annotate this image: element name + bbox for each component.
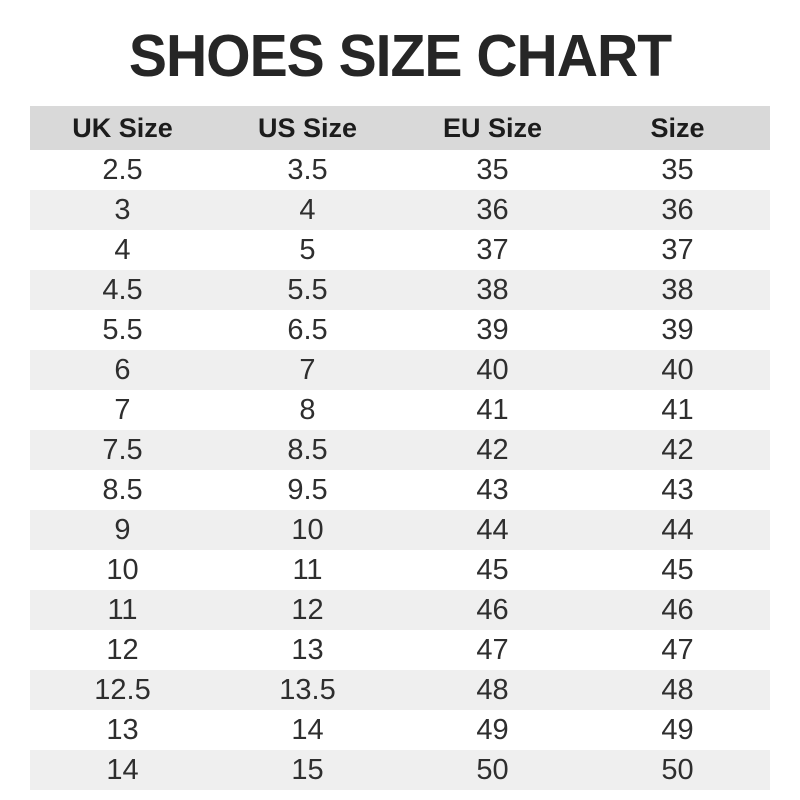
- header-row: UK Size US Size EU Size Size: [30, 106, 770, 150]
- size-cell: 6: [30, 350, 215, 390]
- table-row: 7 8 41 41: [30, 390, 770, 430]
- size-cell: 8.5: [30, 470, 215, 510]
- table-row: 3 4 36 36: [30, 190, 770, 230]
- table-row: 6 7 40 40: [30, 350, 770, 390]
- size-cell: 13.5: [215, 670, 400, 710]
- size-cell: 48: [585, 670, 770, 710]
- size-cell: 49: [400, 710, 585, 750]
- size-cell: 36: [585, 190, 770, 230]
- size-cell: 35: [585, 150, 770, 190]
- size-cell: 43: [400, 470, 585, 510]
- size-cell: 7.5: [30, 430, 215, 470]
- size-cell: 48: [400, 670, 585, 710]
- size-cell: 9: [30, 510, 215, 550]
- size-cell: 45: [400, 550, 585, 590]
- size-cell: 35: [400, 150, 585, 190]
- size-cell: 6.5: [215, 310, 400, 350]
- page-title: SHOES SIZE CHART: [128, 22, 672, 89]
- table-row: 11 12 46 46: [30, 590, 770, 630]
- size-chart-table: UK Size US Size EU Size Size 2.5 3.5 35 35 3…: [30, 106, 770, 790]
- size-cell: 42: [585, 430, 770, 470]
- table-row: 4.5 5.5 38 38: [30, 270, 770, 310]
- size-cell: 39: [400, 310, 585, 350]
- size-cell: 11: [215, 550, 400, 590]
- size-cell: 37: [400, 230, 585, 270]
- size-cell: 4.5: [30, 270, 215, 310]
- size-cell: 12.5: [30, 670, 215, 710]
- table-row: 13 14 49 49: [30, 710, 770, 750]
- size-cell: 2.5: [30, 150, 215, 190]
- size-cell: 5: [215, 230, 400, 270]
- table-row: 10 11 45 45: [30, 550, 770, 590]
- size-cell: 40: [585, 350, 770, 390]
- size-cell: 41: [585, 390, 770, 430]
- size-cell: 12: [30, 630, 215, 670]
- table-row: 12 13 47 47: [30, 630, 770, 670]
- size-cell: 46: [585, 590, 770, 630]
- size-cell: 38: [585, 270, 770, 310]
- size-cell: 39: [585, 310, 770, 350]
- size-cell: 7: [30, 390, 215, 430]
- size-cell: 3: [30, 190, 215, 230]
- table-row: 12.5 13.5 48 48: [30, 670, 770, 710]
- size-cell: 45: [585, 550, 770, 590]
- size-cell: 44: [585, 510, 770, 550]
- size-cell: 4: [30, 230, 215, 270]
- column-header-size: Size: [585, 106, 770, 150]
- size-cell: 47: [585, 630, 770, 670]
- table-body: 2.5 3.5 35 35 3 4 36 36 4 5 37 37 4.5 5.5 38 38 5.5 6.5 39…: [30, 150, 770, 790]
- size-cell: 3.5: [215, 150, 400, 190]
- table-header: UK Size US Size EU Size Size: [30, 106, 770, 150]
- size-cell: 38: [400, 270, 585, 310]
- size-cell: 46: [400, 590, 585, 630]
- size-cell: 11: [30, 590, 215, 630]
- size-cell: 50: [585, 750, 770, 790]
- size-cell: 7: [215, 350, 400, 390]
- size-cell: 41: [400, 390, 585, 430]
- size-cell: 43: [585, 470, 770, 510]
- size-cell: 14: [30, 750, 215, 790]
- size-cell: 15: [215, 750, 400, 790]
- size-cell: 4: [215, 190, 400, 230]
- column-header-us-size: US Size: [215, 106, 400, 150]
- size-cell: 13: [30, 710, 215, 750]
- size-cell: 36: [400, 190, 585, 230]
- size-cell: 10: [30, 550, 215, 590]
- table-row: 14 15 50 50: [30, 750, 770, 790]
- size-cell: 12: [215, 590, 400, 630]
- size-cell: 42: [400, 430, 585, 470]
- size-cell: 8: [215, 390, 400, 430]
- size-cell: 13: [215, 630, 400, 670]
- table-row: 4 5 37 37: [30, 230, 770, 270]
- size-cell: 44: [400, 510, 585, 550]
- size-cell: 8.5: [215, 430, 400, 470]
- size-cell: 37: [585, 230, 770, 270]
- column-header-eu-size: EU Size: [400, 106, 585, 150]
- size-cell: 5.5: [30, 310, 215, 350]
- size-cell: 50: [400, 750, 585, 790]
- size-cell: 10: [215, 510, 400, 550]
- table-row: 5.5 6.5 39 39: [30, 310, 770, 350]
- size-cell: 9.5: [215, 470, 400, 510]
- size-cell: 5.5: [215, 270, 400, 310]
- column-header-uk-size: UK Size: [30, 106, 215, 150]
- table-row: 2.5 3.5 35 35: [30, 150, 770, 190]
- size-cell: 14: [215, 710, 400, 750]
- table-row: 9 10 44 44: [30, 510, 770, 550]
- size-cell: 40: [400, 350, 585, 390]
- size-cell: 49: [585, 710, 770, 750]
- table-row: 7.5 8.5 42 42: [30, 430, 770, 470]
- table-row: 8.5 9.5 43 43: [30, 470, 770, 510]
- size-cell: 47: [400, 630, 585, 670]
